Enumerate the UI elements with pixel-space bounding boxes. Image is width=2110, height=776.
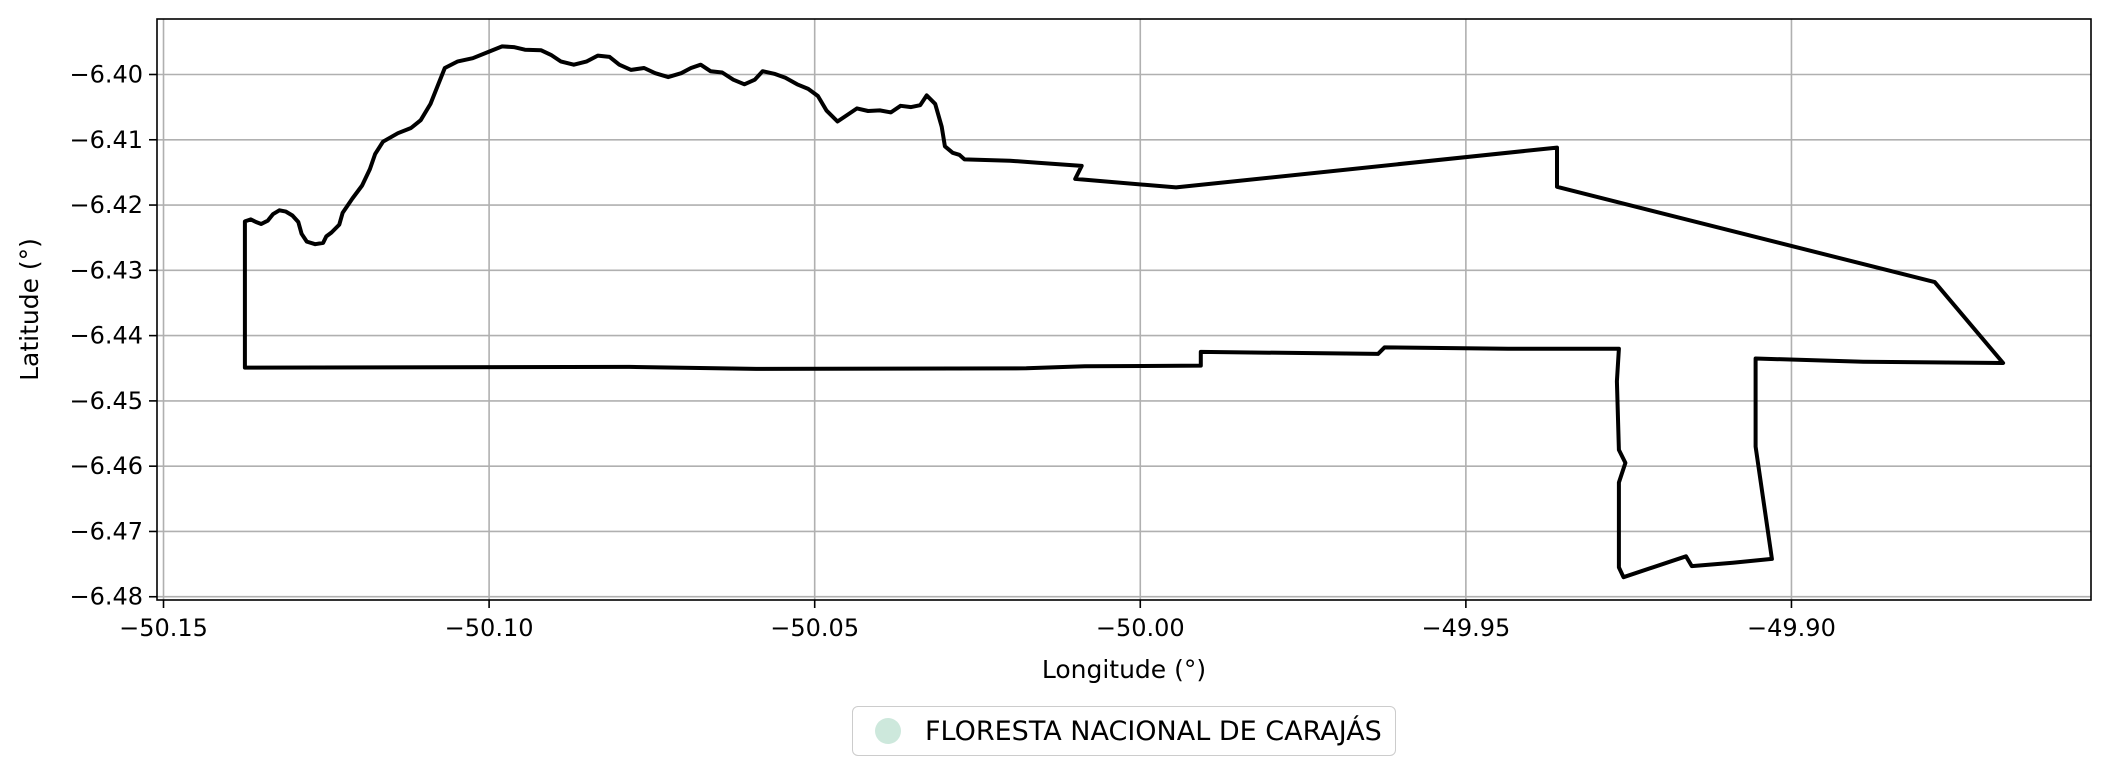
x-tick-label: −49.95 bbox=[1421, 614, 1510, 642]
x-tick-label: −50.15 bbox=[119, 614, 208, 642]
legend-label: FLORESTA NACIONAL DE CARAJÁS bbox=[925, 715, 1382, 747]
y-tick-label: −6.48 bbox=[69, 583, 143, 611]
x-tick-label: −49.90 bbox=[1747, 614, 1836, 642]
x-tick-label: −50.10 bbox=[445, 614, 534, 642]
y-tick-label: −6.41 bbox=[69, 126, 143, 154]
legend-swatch-icon bbox=[875, 718, 901, 744]
y-axis-ticks: −6.40 −6.41 −6.42 −6.43 −6.44 −6.45 −6.46 −6.47… bbox=[69, 60, 157, 611]
y-tick-label: −6.42 bbox=[69, 191, 143, 219]
plot-frame bbox=[156, 18, 2092, 601]
legend: FLORESTA NACIONAL DE CARAJÁS bbox=[852, 706, 1396, 756]
y-tick-label: −6.46 bbox=[69, 452, 143, 480]
y-tick-label: −6.40 bbox=[69, 60, 143, 88]
y-tick-label: −6.44 bbox=[69, 322, 143, 350]
x-tick-label: −50.05 bbox=[770, 614, 859, 642]
map-plot: −50.15 −50.10 −50.05 −50.00 −49.95 −49.90 −6.… bbox=[15, 18, 2092, 684]
x-axis-ticks: −50.15 −50.10 −50.05 −50.00 −49.95 −49.90 bbox=[119, 600, 1836, 642]
x-tick-label: −50.00 bbox=[1096, 614, 1185, 642]
y-tick-label: −6.43 bbox=[69, 256, 143, 284]
x-axis-label: Longitude (°) bbox=[1042, 655, 1206, 684]
y-axis-label: Latitude (°) bbox=[15, 238, 44, 381]
gridlines bbox=[157, 19, 2091, 600]
boundary-outline bbox=[242, 44, 2006, 580]
y-tick-label: −6.47 bbox=[69, 517, 143, 545]
boundary-layer bbox=[242, 44, 2006, 580]
y-tick-label: −6.45 bbox=[69, 387, 143, 415]
